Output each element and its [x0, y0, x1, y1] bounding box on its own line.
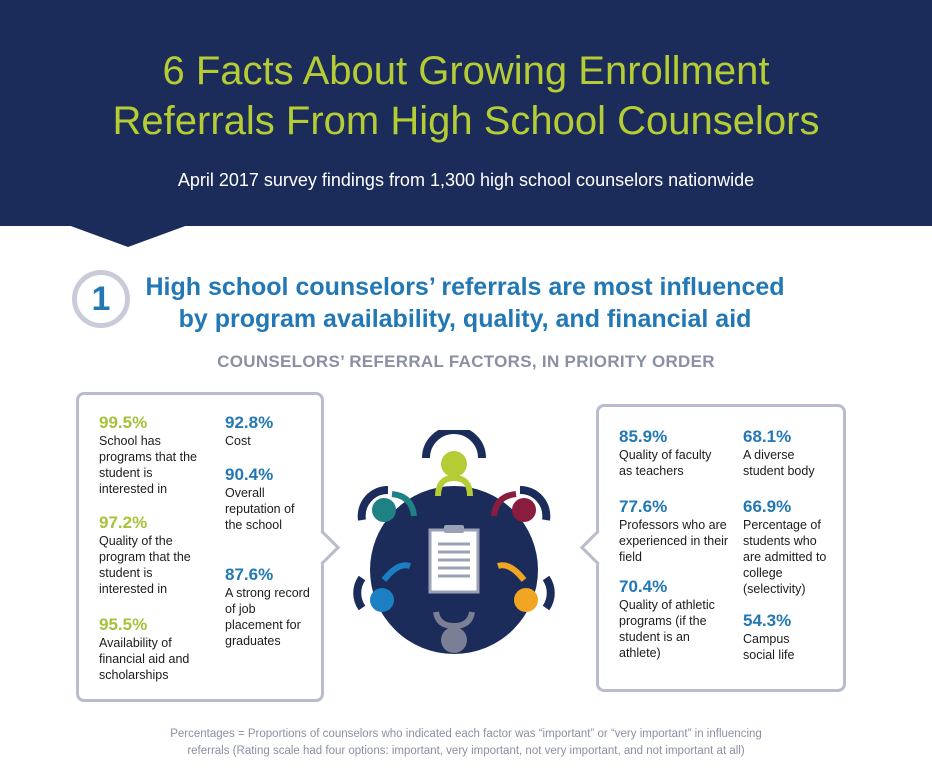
- factor-description: Quality of faculty as teachers: [619, 448, 712, 478]
- factor-item: 66.9% Percentage of students who are adm…: [743, 497, 835, 597]
- footnote-line2: referrals (Rating scale had four options…: [187, 745, 745, 757]
- footnote-line1: Percentages = Proportions of counselors …: [170, 728, 762, 740]
- factor-item: 92.8% Cost: [225, 413, 305, 449]
- fact-heading-line2: by program availability, quality, and fi…: [178, 305, 752, 333]
- factor-percent: 87.6%: [225, 565, 274, 584]
- right-box-pointer: [579, 529, 616, 566]
- factor-description: A strong record of job placement for gra…: [225, 586, 310, 648]
- factor-description: Quality of the program that the student …: [99, 534, 191, 596]
- fact-heading-line1: High school counselors’ referrals are mo…: [145, 273, 785, 301]
- factor-description: A diverse student body: [743, 448, 815, 478]
- factor-item: 54.3% Campus social life: [743, 611, 823, 663]
- factor-percent: 92.8%: [225, 413, 274, 432]
- factor-percent: 70.4%: [619, 577, 668, 596]
- left-factors-box: 99.5% School has programs that the stude…: [76, 392, 341, 702]
- factor-description: Campus social life: [743, 632, 795, 662]
- factor-description: Percentage of students who are admitted …: [743, 518, 827, 596]
- factor-item: 97.2% Quality of the program that the st…: [99, 513, 209, 597]
- factor-description: Professors who are experienced in their …: [619, 518, 729, 564]
- factor-percent: 68.1%: [743, 427, 792, 446]
- section-title: COUNSELORS’ REFERRAL FACTORS, IN PRIORIT…: [217, 352, 715, 371]
- factor-item: 70.4% Quality of athletic programs (if t…: [619, 577, 731, 661]
- person-icon-orange: [497, 562, 555, 612]
- factor-percent: 85.9%: [619, 427, 668, 446]
- factor-description: Availability of financial aid and schola…: [99, 636, 190, 682]
- factor-percent: 54.3%: [743, 611, 792, 630]
- footnote: Percentages = Proportions of counselors …: [0, 726, 932, 760]
- factor-item: 95.5% Availability of financial aid and …: [99, 615, 209, 683]
- factor-percent: 77.6%: [619, 497, 668, 516]
- fact-number-badge: 1: [72, 270, 130, 328]
- factor-percent: 90.4%: [225, 465, 274, 484]
- fact-heading: High school counselors’ referrals are mo…: [140, 271, 790, 335]
- round-table-illustration: [353, 430, 555, 654]
- factor-description: School has programs that the student is …: [99, 434, 197, 496]
- factor-description: Overall reputation of the school: [225, 486, 295, 532]
- factor-percent: 95.5%: [99, 615, 148, 634]
- page-title: 6 Facts About Growing Enrollment Referra…: [0, 46, 932, 146]
- factor-item: 99.5% School has programs that the stude…: [99, 413, 209, 497]
- person-icon-maroon: [491, 485, 551, 522]
- person-icon-lime: [422, 430, 486, 497]
- factor-description: Quality of athletic programs (if the stu…: [619, 598, 715, 660]
- clipboard-icon: [428, 525, 480, 594]
- page-subtitle: April 2017 survey findings from 1,300 hi…: [177, 170, 755, 190]
- factor-percent: 66.9%: [743, 497, 792, 516]
- page-title-line2: Referrals From High School Counselors: [112, 99, 820, 143]
- page-title-line1: 6 Facts About Growing Enrollment: [162, 49, 770, 93]
- right-factors-box: 85.9% Quality of faculty as teachers 77.…: [579, 404, 846, 692]
- header-banner: 6 Facts About Growing Enrollment Referra…: [0, 0, 932, 226]
- factor-item: 85.9% Quality of faculty as teachers: [619, 427, 724, 479]
- person-icon-slate: [433, 611, 475, 653]
- factor-percent: 99.5%: [99, 413, 148, 432]
- factor-item: 68.1% A diverse student body: [743, 427, 835, 479]
- header-notch: [68, 225, 188, 247]
- left-box-pointer: [304, 529, 341, 566]
- factor-description: Cost: [225, 434, 251, 448]
- factor-percent: 97.2%: [99, 513, 148, 532]
- factor-item: 77.6% Professors who are experienced in …: [619, 497, 737, 565]
- person-icon-teal: [357, 485, 417, 522]
- factor-item: 90.4% Overall reputation of the school: [225, 465, 295, 533]
- factor-item: 87.6% A strong record of job placement f…: [225, 565, 311, 649]
- person-icon-blue: [353, 562, 411, 612]
